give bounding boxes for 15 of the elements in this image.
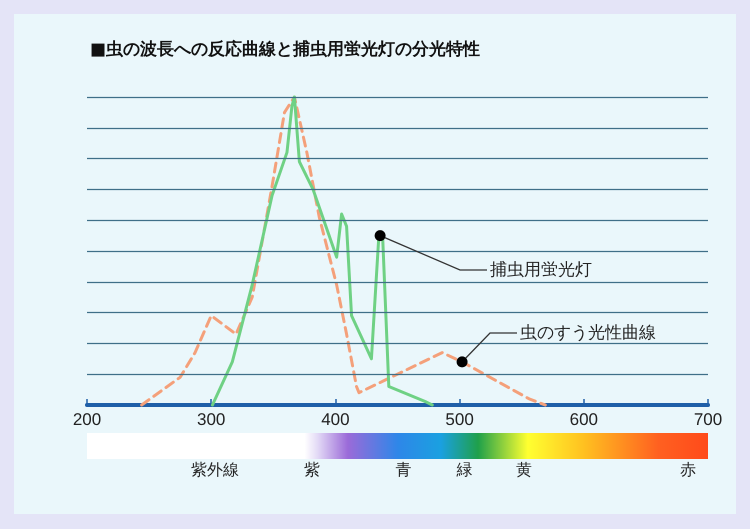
text: 虫のすう光性曲線 [520, 323, 656, 343]
text: 青 [396, 460, 412, 481]
x-tick-label: 400 [321, 410, 350, 429]
text: 紫 [304, 460, 320, 481]
x-tick-label: 600 [570, 410, 598, 429]
x-tick-label: 200 [72, 410, 102, 429]
text: 赤 [680, 460, 696, 481]
x-tick-label: 500 [445, 410, 474, 429]
x-tick-label: 300 [197, 410, 226, 429]
text: 捕虫用蛍光灯 [490, 260, 592, 280]
text: 紫外線 [190, 460, 239, 481]
x-tick-label: 700 [694, 410, 722, 429]
chart-title: ■虫の波長への反応曲線と捕虫用蛍光灯の分光特性 [90, 40, 480, 60]
text: 黄 [516, 460, 532, 481]
text: 緑 [456, 460, 473, 481]
